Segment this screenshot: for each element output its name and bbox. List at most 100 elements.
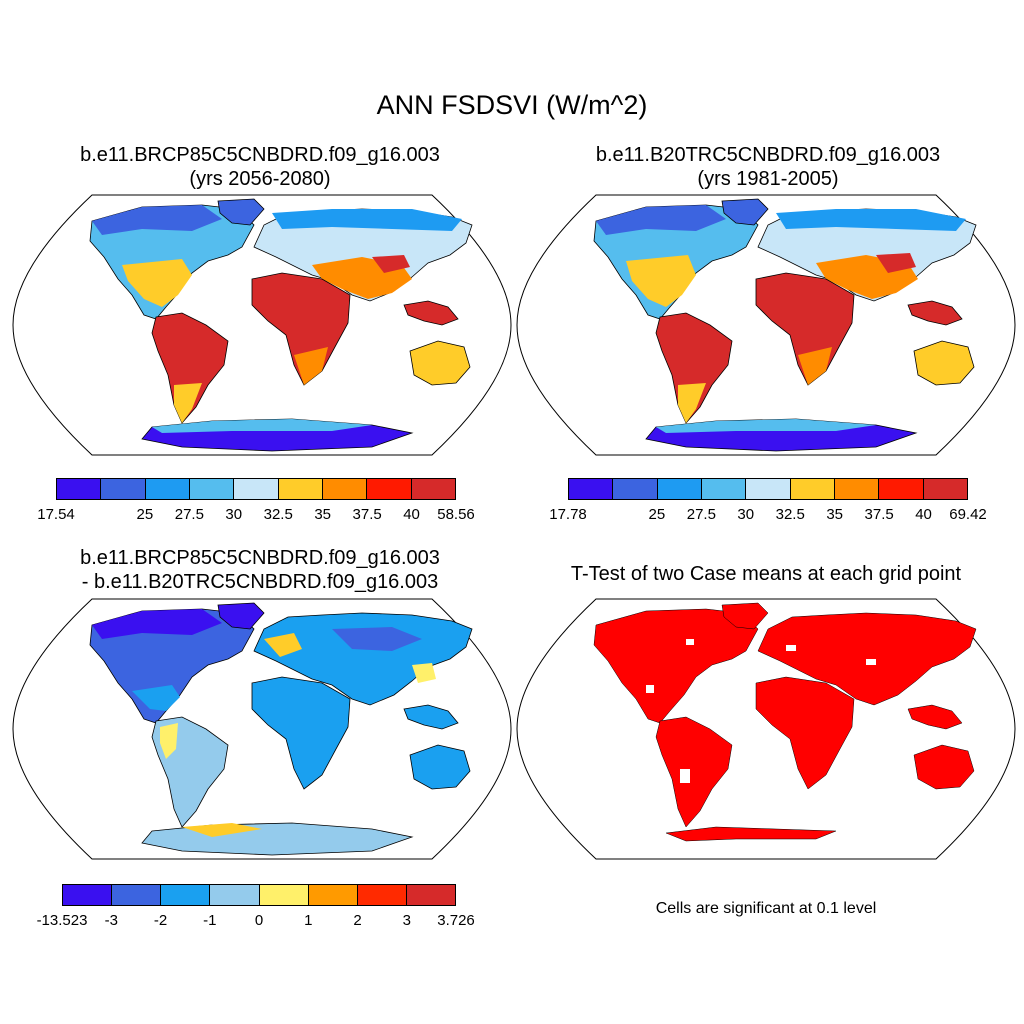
colorbar-tick-label: -2 [153,912,168,929]
colorbar-swatch [234,479,279,499]
south-america-region [655,716,733,828]
tibet-region [876,253,916,273]
north-america-north-region [596,205,726,235]
greenland-region [217,198,265,226]
colorbar-tick-label: 27.5 [686,506,716,523]
colorbar-tick-label: 30 [225,506,243,523]
map-bottom-left [12,598,512,860]
panel-top-left-title-line2: (yrs 2056-2080) [189,168,331,190]
australia-region [913,744,975,790]
antarctic-peninsula-region [182,823,262,837]
significance-fill [593,602,977,842]
panel-bottom-right-title: T-Test of two Case means at each grid po… [570,563,962,585]
colorbar-swatch [357,885,407,905]
colorbar-tick-label: 32.5 [263,506,293,523]
north-america-south-region [122,259,192,307]
colorbar-tick-label: 35 [826,506,843,523]
colorbar-swatch [746,479,791,499]
non-significant-cell [686,639,694,645]
colorbar-tick-label: 2 [353,912,362,929]
colorbar-swatch [189,479,235,499]
colorbar-swatch [145,479,190,499]
colorbar-tick-label: 30 [737,506,755,523]
colorbar-bottom-left-labels: -13.523 -3 -2 -1 0 1 2 3 3.726 [37,912,475,932]
colorbar-swatch [923,479,967,499]
colorbar-swatch [657,479,702,499]
africa-region [755,676,855,790]
colorbar-tick-label: 3.726 [437,912,475,929]
greenland-region [721,198,769,226]
colorbar-swatch [63,885,113,905]
africa-region [251,676,351,790]
colorbar-swatch [613,479,658,499]
colorbar-swatch [701,479,747,499]
colorbar-tick-label: 25 [136,506,154,523]
colorbar-swatch [210,885,260,905]
non-significant-cell [646,685,654,693]
colorbar-tick-label: -13.523 [36,912,88,929]
colorbar-tick-label: 27.5 [174,506,204,523]
southeast-asia-region [403,704,459,730]
colorbar-tick-label: 37.5 [864,506,894,523]
tibet-region [372,255,410,273]
colorbar-top-right [568,478,968,500]
colorbar-swatch [790,479,835,499]
colorbar-tick-label: 40 [915,506,932,523]
panel-top-left-title-line1: b.e11.BRCP85C5CNBDRD.f09_g16.003 [80,144,440,166]
antarctica-coast-region [152,419,372,433]
non-significant-cell [866,659,876,665]
antarctica-region [665,826,837,842]
panel-top-right-title-line1: b.e11.B20TRC5CNBDRD.f09_g16.003 [595,144,941,166]
colorbar-tick-label: 69.42 [949,506,987,523]
colorbar-tick-label: -3 [104,912,118,929]
panel-top-left-title: b.e11.BRCP85C5CNBDRD.f09_g16.003 (yrs 20… [30,143,490,191]
map-top-right [516,194,1016,456]
colorbar-tick-label: 32.5 [775,506,805,523]
colorbar-tick-label: 58.56 [437,506,475,523]
colorbar-swatch [161,885,211,905]
eurasia-region [253,612,473,706]
colorbar-swatch [57,479,102,499]
south-america-south-region [174,383,202,423]
south-america-region [655,312,733,424]
colorbar-swatch [259,885,309,905]
colorbar-swatch [308,885,358,905]
main-title: ANN FSDSVI (W/m^2) [376,90,648,120]
colorbar-top-left-labels: 17.54 25 27.5 30 32.5 35 37.5 40 58.56 [37,506,475,526]
greenland-region [721,602,769,630]
colorbar-swatch [406,885,455,905]
east-asia-region [412,663,436,683]
colorbar-tick-label: -1 [203,912,217,929]
colorbar-swatch [112,885,162,905]
africa-south-region [294,347,328,385]
north-america-north-region [92,205,222,235]
southeast-asia-region [907,704,963,730]
australia-region [409,340,471,386]
colorbar-swatch [278,479,323,499]
colorbar-tick-label: 35 [314,506,331,523]
colorbar-swatch [411,479,455,499]
panel-bottom-left-title-line2: - b.e11.B20TRC5CNBDRD.f09_g16.003 [81,571,439,593]
colorbar-tick-label: 25 [648,506,666,523]
colorbar-tick-label: 17.78 [549,506,587,523]
eurasia-north-region [776,209,966,231]
south-america-andes-region [160,723,178,759]
panel-top-right-title: b.e11.B20TRC5CNBDRD.f09_g16.003 (yrs 198… [538,143,998,191]
colorbar-swatch [367,479,412,499]
panel-bottom-left-title: b.e11.BRCP85C5CNBDRD.f09_g16.003 - b.e11… [30,546,490,594]
colorbar-tick-label: 0 [254,912,264,929]
significance-note: Cells are significant at 0.1 level [655,900,877,917]
colorbar-top-left [56,478,456,500]
north-america-north-region [92,609,222,639]
colorbar-bottom-left [62,884,456,906]
colorbar-top-right-labels: 17.78 25 27.5 30 32.5 35 37.5 40 69.42 [549,506,987,526]
north-america-south-region [626,255,696,307]
non-significant-cell [786,645,796,651]
south-america-region [151,312,229,424]
panel-bottom-left-title-line1: b.e11.BRCP85C5CNBDRD.f09_g16.003 [80,547,440,569]
non-significant-cells [646,639,876,783]
australia-region [913,340,975,386]
greenland-region [217,602,265,630]
colorbar-swatch [834,479,880,499]
colorbar-swatch [101,479,146,499]
